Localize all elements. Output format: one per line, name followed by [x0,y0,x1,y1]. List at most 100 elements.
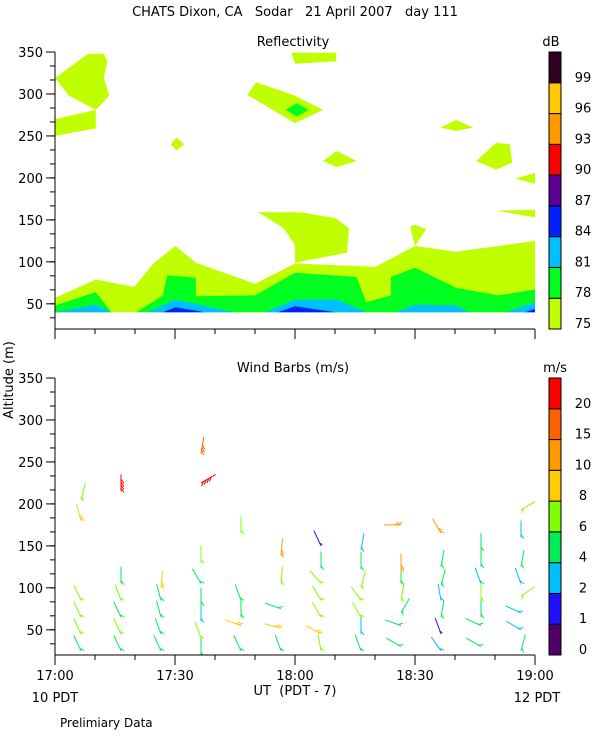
wind-barb [312,585,325,601]
wind-barb-feather [521,594,524,600]
wind-barb-feather [159,597,165,602]
wind-barb [113,635,125,652]
wind-barb-feather [402,610,404,616]
wind-barb [440,568,446,588]
wind-barb-feather [161,581,165,587]
wind-barb-feather [394,521,400,526]
wind-barb-feather [521,563,525,569]
wind-barb [194,622,205,639]
x-axis-label: UT (PDT - 7) [254,684,337,699]
wind-barb [466,637,484,648]
wind-barb-feather [159,630,165,635]
wind-barb [73,584,85,601]
wind-barb-feather [441,582,445,588]
wind-barb-feather [200,651,204,655]
y-tick-label: 50 [26,298,43,313]
wind-barb [73,601,85,618]
wind-barb-feather [208,476,212,482]
reflectivity-contour-75 [258,212,349,263]
wind-barb-feather [480,597,485,602]
wind-barb-feather [275,624,281,628]
wind-barb-feather [201,481,205,487]
wind-barb [437,583,445,602]
wind-barb [113,618,125,635]
reflectivity-title: Reflectivity [257,35,330,50]
wind-barb-feather [359,614,365,618]
reflectivity-contour-75 [323,151,357,167]
wind-barb-feather [401,597,405,603]
wind-barb-feather [119,614,125,618]
reflectivity-contour-81 [147,299,234,313]
wind-barb-feather [360,630,365,636]
wind-barb-feather [120,479,125,484]
wind-barb-feather [320,565,325,570]
reflectivity-contour-81 [55,304,112,313]
wind-barb-feather [318,631,324,634]
wind-barb-feather [319,614,325,618]
wind-barb-feather [79,597,85,601]
wind-barb [200,436,206,456]
colorbar-label: 2 [579,581,587,596]
wind-barb [350,586,365,601]
y-tick-label: 200 [18,498,43,513]
wind-barb-feather [480,613,485,619]
wind-barb [514,567,525,585]
wind-barb [440,550,445,569]
wind-barb [234,584,245,601]
plot-content [55,52,535,313]
wind-barb [200,638,204,655]
colorbar-band [548,500,562,533]
wind-barb-feather [120,488,125,493]
reflectivity-contour-75 [410,224,427,246]
colorbar-band [548,439,562,471]
y-tick-label: 200 [18,172,43,187]
wind-barb-feather [480,546,485,552]
wind-barb-feather [81,496,85,502]
wind-barb-feather [79,614,85,618]
colorbar-band [548,408,562,441]
wind-barb [320,551,325,570]
wind-barb [352,602,365,618]
colorbar-label: 87 [575,194,592,209]
wind-barb [200,545,205,565]
wind-barb-feather [478,644,484,646]
colorbar-band [548,469,562,502]
wind-barb [160,570,165,590]
reflectivity-contour-75 [476,142,513,170]
wind-barb-feather [359,647,365,652]
colorbar-label: 90 [575,163,592,178]
wind-barb [520,520,525,539]
y-tick-label: 50 [26,624,43,639]
wind-barb-feather [281,549,285,555]
wind-barb-feather [240,529,245,535]
colorbar-label: 75 [575,317,592,332]
reflectivity-contour-75 [247,82,323,124]
colorbar-label: 4 [579,551,587,566]
wind-barb-feather [361,546,365,552]
wind-barb [480,533,485,552]
reflectivity-contour-75 [440,120,474,131]
wind-barb-feather [279,647,285,652]
wind-barb-feather [437,527,443,531]
colorbar-label: 93 [575,132,592,147]
y-axis-label: Altitude (m) [2,341,17,419]
wind-barb-feather [319,542,323,546]
wind-barb [240,516,245,535]
wind-barb-feather [318,580,325,584]
wind-barb-feather [79,517,85,522]
wind-barb [280,566,285,586]
x-right-local-time: 12 PDT [514,691,561,706]
wind-barb-feather [159,613,165,618]
wind-barb-feather [160,584,165,590]
x-tick-label: 19:00 [516,669,553,684]
wind-barb-feather [235,621,241,625]
wind-barb-feather [79,647,85,651]
wind-barb [430,636,445,652]
x-tick-label: 18:30 [396,669,433,684]
wind-barb [306,625,324,635]
wind-barb-feather [320,647,325,652]
wind-barb [465,617,484,627]
wind-barb [400,583,405,603]
colorbar-band [548,297,562,330]
